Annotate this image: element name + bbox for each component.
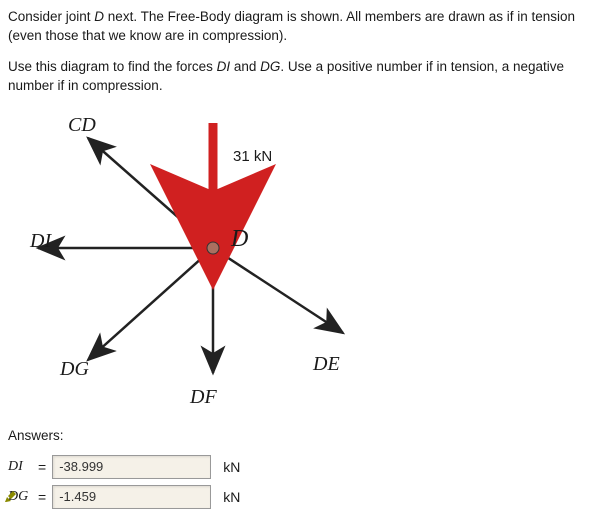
member-CD [88,138,213,248]
force-name-1: DI [217,59,231,74]
label-CD: CD [68,114,96,137]
free-body-diagram: CD DI DG DF DE D 31 kN [8,108,458,418]
label-DE: DE [313,353,340,376]
joint-D-node [207,242,219,254]
label-load-value: 31 kN [233,148,272,165]
prompt-paragraph-2: Use this diagram to find the forces DI a… [8,58,603,96]
member-DG [88,248,213,360]
member-DE [213,248,343,333]
label-joint-D: D [231,226,248,253]
label-DF: DF [190,386,217,409]
text: Consider joint [8,9,94,24]
answer-label-DI: DI [8,459,36,475]
label-DG: DG [60,358,89,381]
answer-sep: = [38,489,46,505]
answer-unit-DI: kN [223,459,240,475]
answer-sep: = [38,459,46,475]
answers-heading: Answers: [8,428,603,443]
label-DI: DI [30,230,51,253]
force-name-2: DG [260,59,280,74]
text: Use this diagram to find the forces [8,59,217,74]
prompt-paragraph-1: Consider joint D next. The Free-Body dia… [8,8,603,46]
joint-letter: D [94,9,104,24]
pencil-icon [4,491,16,503]
answer-row-DI: DI = kN [8,455,603,479]
answer-input-DI[interactable] [52,455,211,479]
answer-row-DG: DG = kN [8,485,603,509]
text: and [230,59,260,74]
answers-section: Answers: DI = kN DG = kN [8,428,603,509]
answer-input-DG[interactable] [52,485,211,509]
answer-unit-DG: kN [223,489,240,505]
